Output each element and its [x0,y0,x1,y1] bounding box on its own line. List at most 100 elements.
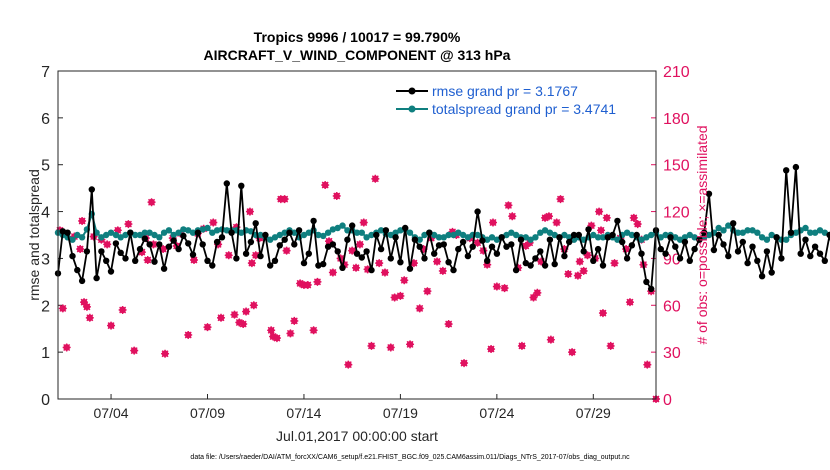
obs-assimilated-marker [406,340,415,349]
obs-point [415,304,424,313]
rmse-point [238,182,245,189]
obs-assimilated-marker [340,260,349,269]
rmse-point [305,250,312,257]
obs-point [118,305,127,314]
rmse-point [537,248,544,255]
spread-point [508,229,515,236]
rmse-point [78,277,86,285]
obs-assimilated-marker [433,257,442,266]
rmse-point [324,243,332,250]
obs-point [564,270,573,279]
spread-point [739,229,746,236]
obs-assimilated-marker [85,313,94,322]
obs-point [355,240,364,249]
rmse-point [122,255,129,262]
spread-point [160,229,168,236]
rmse-point [242,250,250,257]
obs-assimilated-marker [143,255,152,264]
y2-tick-label: 150 [663,158,690,175]
obs-assimilated-marker [359,218,368,227]
rmse-point [826,231,830,239]
spread-point [532,234,539,241]
legend-marker-spread [408,105,416,113]
obs-point [209,218,218,227]
rmse-point [435,242,443,249]
rmse-point [146,241,153,248]
rmse-point [329,241,337,248]
spread-point [363,234,370,241]
obs-assimilated-marker [525,238,534,247]
spread-point [643,234,650,241]
obs-point [124,220,133,229]
spread-point [199,226,206,233]
obs-assimilated-marker [400,276,409,285]
spread-point [488,234,496,241]
obs-assimilated-marker [579,266,588,275]
rmse-point [816,250,824,257]
rmse-point [580,248,587,255]
rmse-point [676,255,684,262]
obs-point [184,330,193,339]
obs-point [267,326,276,335]
rmse-point [681,238,689,246]
obs-assimilated-marker [556,195,565,204]
obs-point [217,313,226,322]
spread-point [431,231,438,239]
obs-point [375,259,384,268]
obs-point [344,360,353,369]
spread-point [754,229,761,236]
spread-point [662,231,669,239]
rmse-point [392,234,399,241]
rmse-point [295,227,303,234]
obs-point [245,207,254,216]
spread-point [204,224,211,232]
rmse-point [156,241,163,248]
obs-point [517,341,526,350]
rmse-point [349,222,356,229]
obs-assimilated-marker [76,245,85,254]
rmse-point [638,250,645,257]
obs-point [597,226,606,235]
spread-point [527,236,534,243]
obs-point [500,284,509,293]
rmse-point [667,234,674,241]
spread-point [686,231,693,239]
spread-point [112,231,120,239]
obs-assimilated-marker [380,268,389,277]
obs-assimilated-marker [159,245,168,254]
spread-point [320,232,327,240]
obs-assimilated-marker [423,287,432,296]
obs-assimilated-marker [344,360,353,369]
rmse-point [773,234,780,241]
obs-point [556,195,565,204]
rmse-point [440,241,447,248]
obs-point [230,310,239,319]
spread-point [705,231,713,239]
rmse-point [778,255,785,262]
obs-assimilated-marker [500,284,509,293]
rmse-point [402,224,409,232]
rmse-point [160,265,168,272]
rmse-point [185,240,192,247]
obs-point [359,218,368,227]
y2-axis-label: # of obs: o=possible; ×=assimilated [694,125,710,344]
spread-point [676,236,684,243]
obs-assimilated-marker [583,251,592,260]
spread-point [811,229,819,236]
rmse-point [493,250,501,257]
obs-point [313,277,322,286]
obs-assimilated-marker [267,326,276,335]
obs-assimilated-marker [313,277,322,286]
obs-assimilated-marker [290,316,299,325]
rmse-point [599,262,607,269]
obs-assimilated-marker [546,335,555,344]
obs-assimilated-marker [255,234,264,243]
obs-point [62,343,71,352]
obs-assimilated-marker [552,218,561,227]
obs-assimilated-marker [508,212,517,221]
rmse-point [406,265,414,272]
spread-point [107,229,115,236]
obs-point [309,326,318,335]
obs-point [286,329,295,338]
